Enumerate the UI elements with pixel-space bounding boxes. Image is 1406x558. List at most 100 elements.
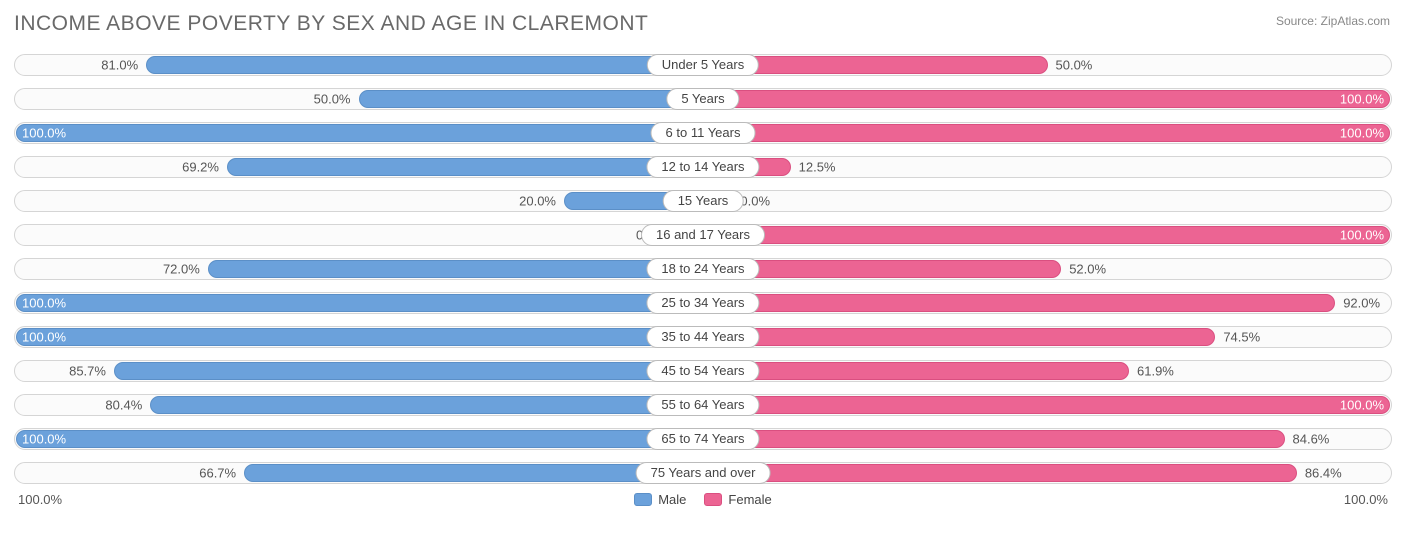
female-side: 50.0% (707, 54, 1392, 76)
chart-title: INCOME ABOVE POVERTY BY SEX AND AGE IN C… (14, 12, 1392, 36)
female-value-label: 84.6% (1293, 432, 1330, 447)
female-value-label: 0.0% (740, 194, 770, 209)
female-side: 100.0% (707, 88, 1392, 110)
chart-row: 100.0%100.0%6 to 11 Years (14, 118, 1392, 148)
female-value-label: 74.5% (1223, 330, 1260, 345)
male-side: 80.4% (14, 394, 699, 416)
female-bar (709, 260, 1061, 278)
male-bar (146, 56, 697, 74)
female-value-label: 12.5% (799, 160, 836, 175)
source-attribution: Source: ZipAtlas.com (1276, 14, 1390, 28)
category-label: 12 to 14 Years (646, 156, 759, 178)
male-bar (16, 430, 697, 448)
axis-row: 100.0% Male Female 100.0% (14, 492, 1392, 507)
male-bar (16, 124, 697, 142)
female-value-label: 100.0% (1340, 228, 1384, 243)
chart-row: 69.2% 12.5% 12 to 14 Years (14, 152, 1392, 182)
category-label: Under 5 Years (647, 54, 759, 76)
category-label: 6 to 11 Years (651, 122, 756, 144)
chart-row: 100.0% 92.0% 25 to 34 Years (14, 288, 1392, 318)
category-label: 35 to 44 Years (646, 326, 759, 348)
male-side: 100.0% (14, 122, 699, 144)
male-value-label: 100.0% (22, 296, 66, 311)
female-bar (709, 396, 1390, 414)
category-label: 65 to 74 Years (646, 428, 759, 450)
female-bar (709, 226, 1390, 244)
male-side: 69.2% (14, 156, 699, 178)
chart-row: 72.0% 52.0% 18 to 24 Years (14, 254, 1392, 284)
female-side: 0.0% (707, 190, 1392, 212)
female-track (707, 190, 1392, 212)
male-bar (150, 396, 697, 414)
female-value-label: 50.0% (1056, 58, 1093, 73)
female-bar (709, 328, 1215, 346)
male-side: 50.0% (14, 88, 699, 110)
male-value-label: 81.0% (101, 58, 138, 73)
legend-female-label: Female (728, 492, 771, 507)
chart-row: 85.7%61.9%45 to 54 Years (14, 356, 1392, 386)
female-side: 100.0% (707, 394, 1392, 416)
female-bar (709, 362, 1129, 380)
female-bar (709, 294, 1335, 312)
male-bar (359, 90, 698, 108)
male-side: 85.7% (14, 360, 699, 382)
legend-item-male: Male (634, 492, 686, 507)
female-side: 100.0% (707, 122, 1392, 144)
male-bar (244, 464, 697, 482)
legend: Male Female (634, 492, 772, 507)
male-value-label: 72.0% (163, 262, 200, 277)
female-bar (709, 430, 1285, 448)
chart-row: 0.0%100.0%16 and 17 Years (14, 220, 1392, 250)
female-side: 84.6% (707, 428, 1392, 450)
chart-row: 81.0% 50.0% Under 5 Years (14, 50, 1392, 80)
male-bar (16, 294, 697, 312)
category-label: 18 to 24 Years (646, 258, 759, 280)
male-side: 100.0% (14, 292, 699, 314)
female-side: 61.9% (707, 360, 1392, 382)
chart-row: 100.0% 74.5% 35 to 44 Years (14, 322, 1392, 352)
male-value-label: 100.0% (22, 330, 66, 345)
category-label: 55 to 64 Years (646, 394, 759, 416)
female-value-label: 61.9% (1137, 364, 1174, 379)
male-value-label: 20.0% (519, 194, 556, 209)
male-bar (227, 158, 697, 176)
chart-row: 80.4% 100.0%55 to 64 Years (14, 390, 1392, 420)
female-side: 12.5% (707, 156, 1392, 178)
legend-male-label: Male (658, 492, 686, 507)
female-value-label: 86.4% (1305, 466, 1342, 481)
category-label: 75 Years and over (636, 462, 771, 484)
female-side: 100.0% (707, 224, 1392, 246)
category-label: 16 and 17 Years (641, 224, 765, 246)
male-value-label: 80.4% (105, 398, 142, 413)
category-label: 25 to 34 Years (646, 292, 759, 314)
male-side: 100.0% (14, 428, 699, 450)
male-value-label: 100.0% (22, 432, 66, 447)
female-side: 74.5% (707, 326, 1392, 348)
male-value-label: 50.0% (314, 92, 351, 107)
male-swatch (634, 493, 652, 506)
male-side: 66.7% (14, 462, 699, 484)
chart-row: 100.0% 84.6% 65 to 74 Years (14, 424, 1392, 454)
category-label: 15 Years (663, 190, 744, 212)
category-label: 5 Years (666, 88, 739, 110)
female-value-label: 100.0% (1340, 92, 1384, 107)
male-value-label: 66.7% (199, 466, 236, 481)
female-value-label: 52.0% (1069, 262, 1106, 277)
male-track (14, 224, 699, 246)
female-bar (709, 464, 1297, 482)
female-swatch (704, 493, 722, 506)
male-bar (16, 328, 697, 346)
female-value-label: 100.0% (1340, 126, 1384, 141)
diverging-bar-chart: 81.0% 50.0% Under 5 Years 50.0% 100.0% 5 Year… (14, 50, 1392, 488)
male-bar (114, 362, 697, 380)
male-bar (208, 260, 697, 278)
female-bar (709, 90, 1390, 108)
female-value-label: 92.0% (1343, 296, 1380, 311)
axis-left-label: 100.0% (18, 492, 62, 507)
male-side: 72.0% (14, 258, 699, 280)
chart-row: 66.7% 86.4% 75 Years and over (14, 458, 1392, 488)
female-side: 86.4% (707, 462, 1392, 484)
male-value-label: 69.2% (182, 160, 219, 175)
female-bar (709, 56, 1048, 74)
male-value-label: 85.7% (69, 364, 106, 379)
